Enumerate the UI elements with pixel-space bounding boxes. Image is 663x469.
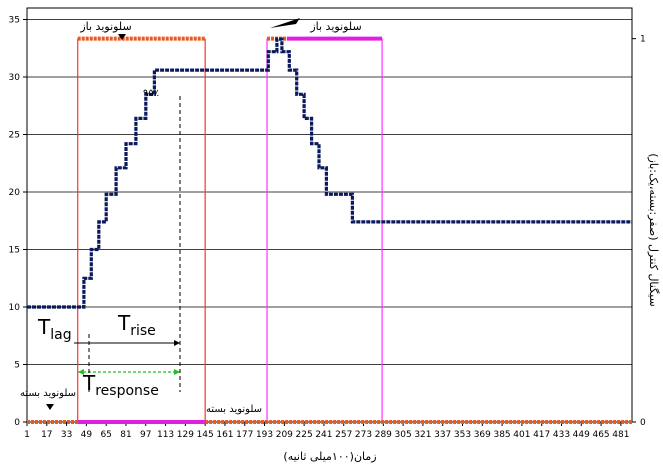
- solenoid-open-label-1: سلونوید باز: [79, 20, 131, 33]
- x-tick-label: 369: [474, 430, 491, 440]
- y2-axis-tick-labels: 01: [640, 35, 646, 428]
- y2-tick-label: 1: [640, 35, 646, 45]
- y-tick-label: 10: [9, 303, 21, 313]
- x-tick-label: 353: [454, 430, 471, 440]
- x-tick-label: 113: [157, 430, 174, 440]
- t-response-sub: response: [95, 383, 159, 399]
- x-tick-label: 145: [197, 430, 214, 440]
- y-tick-label: 30: [9, 73, 21, 83]
- x-tick-label: 81: [120, 430, 131, 440]
- solenoid-open-label-2: سلونوید باز: [309, 20, 361, 33]
- x-tick-label: 161: [216, 430, 233, 440]
- t-rise-main: T: [117, 311, 131, 335]
- control-signal-series-2: [77, 36, 383, 424]
- x-tick-label: 17: [41, 430, 52, 440]
- t-lag-main: T: [37, 315, 51, 339]
- y-axis-tick-labels: 0 5 10 15 20 25 30 35: [9, 16, 21, 429]
- x-tick-label: 177: [236, 430, 253, 440]
- solenoid-closed-label-1: سلونوید بسته: [20, 388, 76, 399]
- t-rise-label: Trise: [117, 311, 156, 339]
- x-tick-label: 97: [140, 430, 151, 440]
- y2-axis-label: سیگنال کنترل (صفر:بسته،یک:باز): [647, 153, 660, 306]
- y2-tick-label: 0: [640, 418, 646, 428]
- x-tick-label: 33: [61, 430, 72, 440]
- x-tick-label: 433: [553, 430, 570, 440]
- t-response-label: Tresponse: [82, 371, 159, 399]
- x-tick-label: 225: [296, 430, 313, 440]
- top-marker-triangle: [118, 34, 126, 40]
- response-series: [27, 37, 632, 309]
- response-arrow-head-left: [78, 369, 84, 375]
- top-right-marker: [270, 18, 300, 28]
- y-tick-label: 5: [14, 361, 20, 371]
- x-tick-label: 193: [256, 430, 273, 440]
- rise-arrow-head: [174, 340, 180, 346]
- t-lag-label: Tlag: [37, 315, 72, 343]
- x-tick-label: 257: [335, 430, 352, 440]
- response-line: [27, 37, 632, 309]
- x-tick-label: 305: [395, 430, 412, 440]
- pct95-label: ۹۵٪: [143, 88, 159, 99]
- x-tick-label: 417: [533, 430, 550, 440]
- x-axis-tick-labels: 1 17 33 49 65 81 97 113 129 145 161 177 193 209 225 241…: [24, 430, 629, 440]
- grid: [27, 19, 632, 365]
- solenoid-closed-label-2: سلونوید بسته: [206, 404, 262, 415]
- x-tick-label: 129: [177, 430, 194, 440]
- response-arrow-head-right: [174, 369, 180, 375]
- x-tick-label: 385: [493, 430, 510, 440]
- t-lag-sub: lag: [50, 327, 71, 343]
- y-tick-label: 35: [9, 16, 20, 26]
- x-tick-label: 209: [276, 430, 293, 440]
- signal-edges: [77, 38, 383, 422]
- x-tick-label: 65: [100, 430, 111, 440]
- y-tick-label: 15: [9, 246, 20, 256]
- x-tick-label: 449: [573, 430, 590, 440]
- x-tick-label: 241: [315, 430, 332, 440]
- y-tick-label: 20: [9, 188, 21, 198]
- x-tick-label: 465: [592, 430, 609, 440]
- t-response-main: T: [82, 371, 96, 395]
- x-tick-label: 401: [513, 430, 530, 440]
- x-axis-label: زمان(۱۰۰میلی ثانیه): [283, 450, 376, 463]
- x-tick-label: 273: [355, 430, 372, 440]
- x-tick-label: 289: [375, 430, 392, 440]
- bottom-marker-triangle: [46, 404, 54, 410]
- t-rise-sub: rise: [130, 323, 156, 339]
- x-tick-label: 337: [434, 430, 451, 440]
- timing-annotations: [46, 18, 300, 410]
- x-tick-label: 49: [81, 430, 93, 440]
- y-tick-label: 0: [14, 418, 20, 428]
- y-tick-label: 25: [9, 131, 20, 141]
- x-tick-label: 481: [612, 430, 629, 440]
- x-tick-label: 321: [414, 430, 431, 440]
- x-tick-label: 1: [24, 430, 30, 440]
